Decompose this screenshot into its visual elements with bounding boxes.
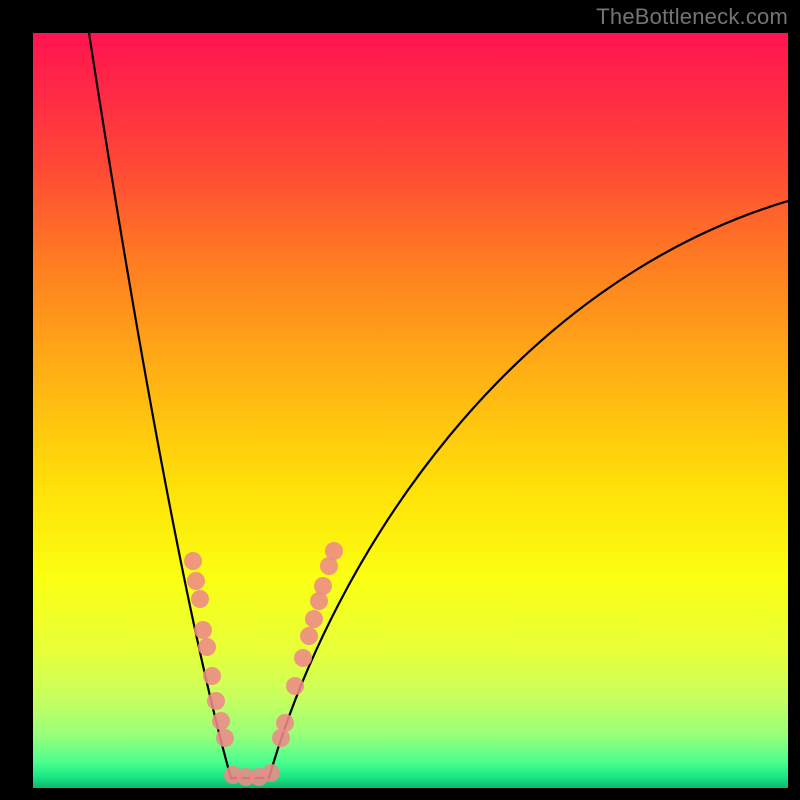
data-marker	[325, 542, 343, 560]
frame-bottom	[0, 788, 800, 800]
watermark-text: TheBottleneck.com	[596, 4, 788, 30]
data-marker	[187, 572, 205, 590]
data-marker	[286, 677, 304, 695]
data-marker	[262, 764, 280, 782]
gradient-bg	[33, 33, 788, 788]
plot-svg	[33, 33, 788, 788]
data-marker	[191, 590, 209, 608]
data-marker	[194, 621, 212, 639]
data-marker	[216, 729, 234, 747]
data-marker	[305, 610, 323, 628]
frame-left	[0, 0, 33, 800]
plot-area	[33, 33, 788, 788]
frame-right	[788, 0, 800, 800]
data-marker	[300, 627, 318, 645]
data-marker	[212, 712, 230, 730]
data-marker	[276, 714, 294, 732]
data-marker	[207, 692, 225, 710]
data-marker	[184, 552, 202, 570]
data-marker	[198, 638, 216, 656]
data-marker	[294, 649, 312, 667]
data-marker	[203, 667, 221, 685]
data-marker	[314, 577, 332, 595]
